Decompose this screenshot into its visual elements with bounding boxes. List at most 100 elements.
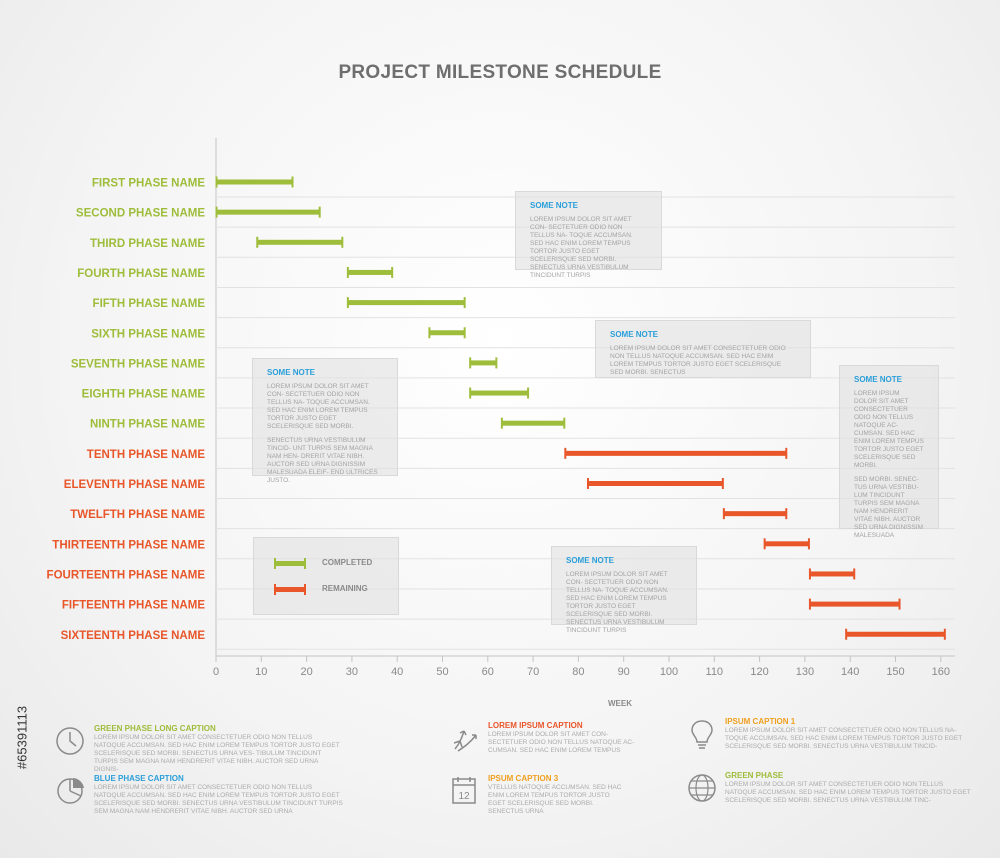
caption-text: LOREM IPSUM DOLOR SIT AMET CON- SECTETUE… <box>488 731 635 754</box>
task-bar-end-cap <box>943 628 946 640</box>
caption-text: LOREM IPSUM DOLOR SIT AMET CONSECTETUER … <box>94 734 340 773</box>
pie-chart-icon <box>57 778 84 804</box>
task-bar-start-cap <box>500 417 503 429</box>
x-tick-label: 150 <box>886 666 904 678</box>
legend-item-completed: COMPLETED <box>274 558 394 570</box>
note-box: SOME NOTE LOREM IPSUM DOLOR SIT AMET CON… <box>515 191 662 279</box>
x-tick-label: 50 <box>436 666 448 678</box>
x-tick-label: 100 <box>660 666 678 678</box>
split-arrows-icon <box>453 730 477 752</box>
task-bar <box>809 601 901 607</box>
x-tick-label: 60 <box>482 666 494 678</box>
task-label: EIGHTH PHASE NAME <box>82 389 206 401</box>
clock-icon <box>56 727 84 755</box>
note-box: SOME NOTE LOREM IPSUM DOLOR SIT AMET CON… <box>595 320 811 378</box>
task-label: THIRTEENTH PHASE NAME <box>52 539 205 551</box>
task-bar <box>428 330 466 336</box>
legend-label-remaining: REMAINING <box>322 584 368 593</box>
stock-id: #65391113 <box>14 705 30 770</box>
calendar-icon-number: 12 <box>458 791 470 802</box>
task-bar-end-cap <box>785 447 788 459</box>
note-box: SOME NOTE LOREM IPSUM DOLOR SIT AMET CON… <box>551 546 697 634</box>
note-title: SOME NOTE <box>854 375 903 384</box>
task-bar <box>469 360 497 366</box>
x-tick-label: 20 <box>300 666 312 678</box>
legend-item-remaining: REMAINING <box>274 584 394 596</box>
task-bar-start-cap <box>256 236 259 248</box>
task-bar-end-cap <box>527 387 530 399</box>
chart-title: PROJECT MILESTONE SCHEDULE <box>338 62 662 83</box>
task-bar-end-cap <box>318 206 321 218</box>
task-bar-end-cap <box>898 598 901 610</box>
x-tick-label: 120 <box>750 666 768 678</box>
task-bar-start-cap <box>469 387 472 399</box>
task-bar <box>587 481 724 486</box>
task-bar <box>564 450 787 456</box>
note-title: SOME NOTE <box>530 201 579 210</box>
task-bar-start-cap <box>346 266 349 278</box>
task-bar <box>501 420 565 426</box>
note-text: LOREM IPSUM DOLOR SIT AMET CON- SECTETUE… <box>530 216 633 279</box>
task-bar-end-cap <box>721 478 724 489</box>
task-bar-end-cap <box>807 538 810 550</box>
task-label: THIRD PHASE NAME <box>90 238 205 250</box>
task-label: NINTH PHASE NAME <box>90 419 205 431</box>
caption-text: LOREM IPSUM DOLOR SIT AMET CONSECTETUER … <box>725 781 971 804</box>
caption-title: IPSUM CAPTION 1 <box>725 717 796 726</box>
task-bar <box>347 300 466 306</box>
x-tick-label: 10 <box>255 666 267 678</box>
caption-title: LOREM IPSUM CAPTION <box>488 721 583 730</box>
caption-title: BLUE PHASE CAPTION <box>94 774 184 783</box>
note-text: LOREM IPSUM DOLOR SIT AMET CON- SECTETUE… <box>267 383 370 430</box>
task-bar-end-cap <box>495 357 498 369</box>
x-tick-label: 0 <box>213 666 219 678</box>
x-tick-label: 70 <box>527 666 539 678</box>
legend-swatch-remaining <box>274 584 306 595</box>
task-bar-start-cap <box>215 176 218 188</box>
task-bar-start-cap <box>469 357 472 369</box>
task-label: TWELFTH PHASE NAME <box>70 509 205 521</box>
task-bar <box>469 390 529 396</box>
x-axis-label: WEEK <box>608 699 632 708</box>
task-bar <box>764 541 810 547</box>
task-bar <box>216 179 294 185</box>
note-box: SOME NOTE LOREM IPSUM DOLOR SIT AMET CON… <box>839 365 939 539</box>
task-label: SEVENTH PHASE NAME <box>71 358 206 370</box>
globe-icon <box>688 774 716 802</box>
x-tick-label: 140 <box>841 666 859 678</box>
task-bar-start-cap <box>808 568 811 580</box>
task-bar <box>809 571 855 577</box>
caption-title: GREEN PHASE <box>725 771 784 780</box>
task-bar-end-cap <box>785 508 788 520</box>
note-text: LOREM IPSUM DOLOR SIT AMET CONSECTETUER … <box>610 345 786 376</box>
x-tick-label: 80 <box>572 666 584 678</box>
note-box: SOME NOTE LOREM IPSUM DOLOR SIT AMET CON… <box>252 358 398 484</box>
task-bar-end-cap <box>463 327 466 339</box>
note-title: SOME NOTE <box>267 368 316 377</box>
x-tick-label: 90 <box>618 666 630 678</box>
lightbulb-icon <box>691 720 713 749</box>
task-label: FIFTH PHASE NAME <box>93 298 206 310</box>
gantt-chart: FIRST PHASE NAME SECOND PHASE NAME THIRD P… <box>47 138 955 708</box>
task-bar-start-cap <box>428 327 431 339</box>
task-label: TENTH PHASE NAME <box>87 449 206 461</box>
note-text: LOREM IPSUM DOLOR SIT AMET CON- SECTETUE… <box>566 571 669 634</box>
note-text: SENECTUS URNA VESTIBULUM TINCID- UNT TUR… <box>267 437 378 484</box>
task-bar-start-cap <box>845 628 848 640</box>
task-bar <box>216 209 321 215</box>
task-bar-end-cap <box>563 417 566 429</box>
note-title: SOME NOTE <box>566 556 615 565</box>
task-bar <box>845 631 946 637</box>
task-bar-end-cap <box>853 568 856 580</box>
x-tick-label: 130 <box>796 666 814 678</box>
task-label: SIXTH PHASE NAME <box>91 328 205 340</box>
task-bar-start-cap <box>586 478 589 489</box>
caption-text: VTELLUS NATOQUE ACCUMSAN. SED HAC ENIM L… <box>488 784 622 815</box>
task-bar <box>256 239 343 245</box>
task-label: FOURTEENTH PHASE NAME <box>47 569 206 581</box>
task-label: FIRST PHASE NAME <box>92 178 205 190</box>
x-tick-label: 30 <box>346 666 358 678</box>
note-text: SED MORBI. SENEC- TUS URNA VESTIBU- LUM … <box>854 476 923 539</box>
calendar-icon: 12 <box>452 777 476 804</box>
note-text: LOREM IPSUM DOLOR SIT AMET CONSECTETUER … <box>854 390 924 469</box>
